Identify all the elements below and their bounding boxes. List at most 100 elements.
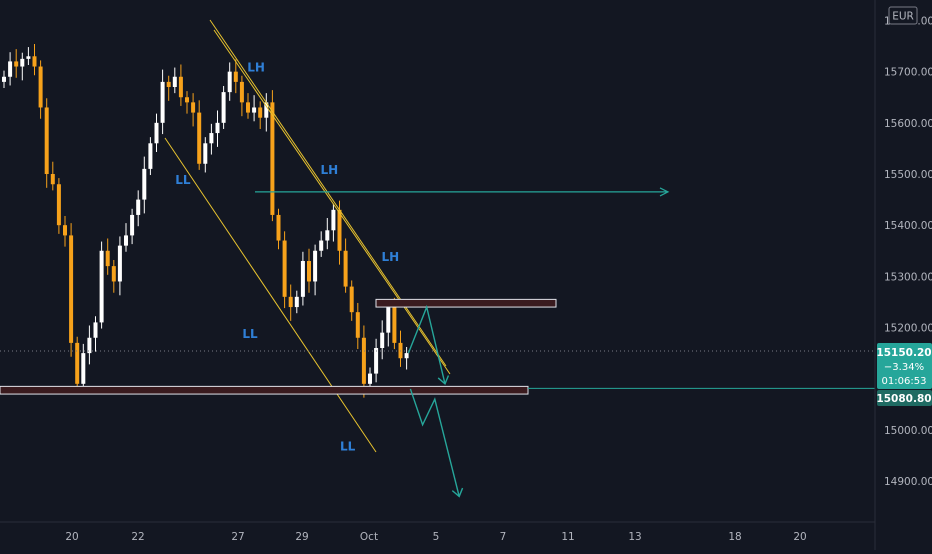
candle-body [374, 348, 379, 374]
candle-body [282, 240, 287, 297]
swing-label: LL [175, 173, 191, 187]
price-axis-bg [875, 0, 932, 550]
candle-body [87, 337, 92, 354]
candle-body [111, 266, 116, 282]
candle-body [203, 143, 208, 164]
candle-body [160, 81, 165, 123]
candle-body [361, 337, 366, 384]
candle-body [8, 61, 13, 77]
candle-body [56, 184, 61, 226]
candle-body [81, 353, 86, 384]
time-tick-label: 5 [433, 531, 440, 543]
candle-body [105, 250, 110, 267]
time-tick-label: 18 [728, 531, 741, 543]
price-axis[interactable]: 15800.0015700.0015600.0015500.0015400.00… [874, 0, 932, 550]
candle-body [99, 250, 104, 323]
candle-body [252, 107, 257, 113]
candle-body [331, 209, 336, 231]
candle-body [93, 322, 98, 338]
candle-body [38, 66, 43, 108]
candle-body [307, 261, 311, 282]
projection-path [409, 388, 460, 497]
projection-arrowhead [437, 375, 450, 385]
currency-label: EUR [892, 11, 914, 23]
time-tick-label: 7 [500, 531, 507, 543]
time-axis[interactable]: 20 22 27 29 Oct 5 7 11 13 18 20 [0, 521, 875, 543]
price-tick-label: 15400.00 [884, 220, 932, 232]
candle-body [197, 112, 202, 164]
price-change-value: −3.34% [884, 362, 924, 373]
horizontal-level-arrowhead [659, 187, 670, 197]
candle-body [270, 102, 275, 215]
candle-body [276, 214, 281, 241]
candle-body [166, 81, 171, 87]
time-tick-label: 27 [231, 531, 244, 543]
candle-body [221, 92, 226, 123]
swing-label: LH [247, 61, 265, 75]
time-tick-label: 20 [793, 531, 806, 543]
candle-body [172, 76, 177, 87]
candle-body [233, 71, 238, 82]
annotation-layer: LH LH LH LL LL LL [175, 61, 399, 454]
candle-body [142, 168, 147, 200]
price-tick-label: 15600.00 [884, 118, 932, 130]
candle-body [32, 56, 37, 67]
candle-body [69, 235, 74, 343]
candle-body [26, 56, 31, 59]
candle-body [50, 174, 55, 185]
bar-countdown: 01:06:53 [882, 376, 927, 387]
candle-body [154, 122, 159, 144]
swing-label: LL [242, 327, 258, 341]
candle-body [313, 250, 318, 282]
candle-body [386, 307, 391, 333]
candle-body [368, 373, 372, 384]
trendline [209, 19, 447, 367]
candle-body [246, 102, 250, 113]
price-tick-label: 15200.00 [884, 323, 932, 335]
candle-body [209, 133, 214, 144]
candle-body [355, 312, 360, 338]
candle-body [14, 61, 19, 67]
candle-body [130, 214, 135, 236]
current-price-value: 15150.20 [876, 347, 931, 359]
candle-body [349, 286, 354, 313]
trendline-layer [164, 19, 451, 453]
candle-body [337, 209, 342, 251]
candle-body [148, 143, 153, 169]
candle-body [258, 107, 263, 118]
candles-layer [2, 44, 409, 398]
time-tick-label: 29 [295, 531, 308, 543]
candle-body [63, 225, 67, 236]
current-price-tag [877, 343, 932, 389]
time-tick-label: 22 [131, 531, 144, 543]
candle-body [178, 76, 183, 98]
candle-body [20, 58, 25, 67]
projection-path [407, 304, 446, 384]
candle-body [392, 307, 397, 343]
candle-body [343, 250, 348, 287]
time-tick-label: Oct [360, 531, 378, 543]
swing-label: LH [320, 163, 338, 177]
price-tick-label: 15700.00 [884, 67, 932, 79]
price-tick-label: 14900.00 [884, 476, 932, 488]
swing-label: LH [381, 250, 399, 264]
currency-badge [888, 6, 918, 25]
candle-body [124, 235, 128, 246]
support-zone [0, 385, 529, 395]
level-price-tag [877, 390, 932, 406]
swing-label: LL [340, 439, 356, 453]
level-price-value: 15080.80 [876, 393, 931, 405]
time-tick-label: 13 [628, 531, 641, 543]
candle-body [44, 107, 49, 174]
price-tick-label: 15000.00 [884, 425, 932, 437]
time-tick-label: 20 [65, 531, 78, 543]
price-tags: 15150.20 −3.34% 01:06:53 15080.80 [876, 343, 932, 406]
candle-body [294, 296, 299, 308]
candle-body [325, 230, 330, 241]
zones-layer [0, 187, 875, 395]
projection-layer [407, 304, 464, 498]
candle-body [191, 102, 196, 113]
candle-body [380, 332, 385, 348]
